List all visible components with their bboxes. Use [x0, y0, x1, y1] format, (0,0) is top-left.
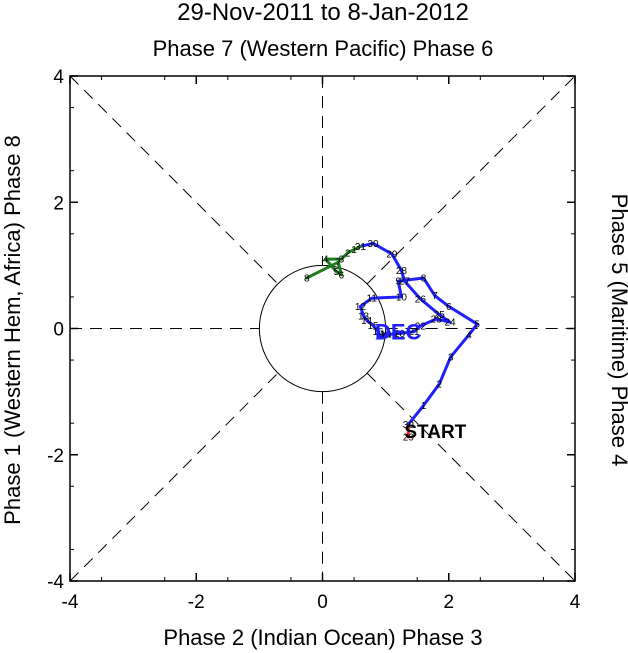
diagonal-dash-line: [69, 372, 279, 582]
day-label: 3: [339, 255, 345, 266]
start-label: START: [404, 422, 466, 443]
day-label: 13: [358, 311, 370, 322]
day-label: 17: [375, 332, 387, 343]
day-label: 30: [367, 239, 379, 250]
day-label: 5: [474, 320, 480, 331]
day-label: 12: [355, 302, 367, 313]
diagonal-dash-line: [69, 75, 279, 285]
right-axis-label: Phase 5 (Maritime) Phase 4: [607, 194, 628, 467]
day-label: 8: [421, 274, 427, 285]
day-label: 30: [403, 420, 415, 431]
day-label: 24: [444, 318, 456, 329]
diagonal-dash-line: [366, 75, 576, 285]
day-label: 7: [336, 258, 342, 269]
day-label: 3: [448, 352, 454, 363]
series-line-january: [305, 244, 362, 280]
plot-frame: [69, 75, 576, 582]
day-label: 9: [395, 277, 401, 288]
x-tick-label: 2: [443, 592, 454, 613]
day-label: 25: [434, 310, 446, 321]
series-line-december: [358, 241, 479, 426]
day-label: 28: [396, 266, 408, 277]
day-label: 6: [446, 302, 452, 313]
day-label: 16: [372, 327, 384, 338]
day-label: 2: [345, 248, 351, 259]
day-label: 11: [367, 294, 378, 305]
day-label: 21: [408, 327, 420, 338]
day-label: 6: [339, 270, 345, 281]
day-label: 2: [437, 380, 443, 391]
day-label: 27: [399, 277, 411, 288]
x-tick-label: -4: [62, 592, 79, 613]
day-label: 18: [380, 330, 392, 341]
diagonal-dash-line: [366, 372, 576, 582]
y-tick-label: 2: [53, 193, 64, 214]
y-tick-label: -4: [47, 572, 64, 593]
x-tick-label: -2: [188, 592, 205, 613]
top-axis-label: Phase 7 (Western Pacific) Phase 6: [153, 36, 494, 61]
chart-title: 29-Nov-2011 to 8-Jan-2012: [177, 0, 469, 26]
day-label: 4: [466, 330, 472, 341]
x-tick-label: 4: [570, 592, 581, 613]
day-label: 14: [361, 316, 373, 327]
day-label: 4: [323, 255, 329, 266]
x-tick-label: 0: [317, 592, 328, 613]
phase-trajectory: [305, 241, 479, 439]
day-label: 5: [334, 267, 340, 278]
day-label: 7: [432, 291, 438, 302]
y-tick-label: -2: [47, 446, 64, 467]
month-label: DEC: [375, 320, 422, 345]
day-label: 15: [367, 321, 379, 332]
x-axis-label: Phase 2 (Indian Ocean) Phase 3: [163, 625, 482, 650]
day-label: 19: [386, 330, 398, 341]
day-label: 26: [415, 294, 427, 305]
day-label: 8: [304, 274, 310, 285]
day-label: 1: [421, 401, 427, 412]
day-label: 1: [351, 245, 357, 256]
y-axis-label: Phase 1 (Western Hem, Africa) Phase 8: [0, 135, 25, 525]
day-label: 29: [386, 250, 398, 261]
day-label: 29: [403, 433, 415, 444]
day-label: 20: [394, 329, 406, 340]
day-label: 10: [396, 292, 408, 303]
day-label: 31: [355, 242, 367, 253]
day-label: 23: [431, 315, 443, 326]
y-tick-label: 4: [53, 67, 64, 88]
day-label: 22: [415, 321, 427, 332]
y-tick-label: 0: [53, 320, 64, 341]
